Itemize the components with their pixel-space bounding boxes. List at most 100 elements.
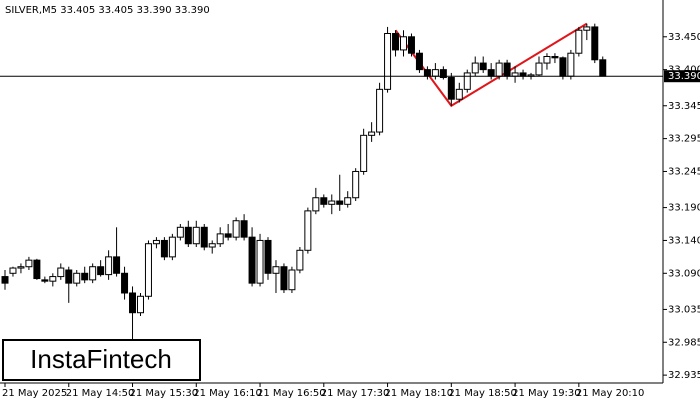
candle-body — [152, 239, 160, 245]
candle-body — [1, 276, 9, 284]
candle-body — [463, 72, 471, 90]
candle-body — [360, 134, 368, 172]
candle-body — [304, 210, 312, 251]
candle-body — [160, 239, 168, 258]
candle-body — [447, 77, 455, 100]
candle-body — [583, 26, 591, 31]
candle-body — [455, 88, 463, 100]
candle-body — [400, 36, 407, 51]
candle-body — [376, 88, 384, 133]
candle-body — [121, 272, 129, 294]
candle-body — [272, 266, 280, 274]
candle-body — [559, 57, 567, 77]
y-tick-label: 33.090 — [668, 268, 700, 279]
candle-body — [479, 62, 487, 71]
candle-body — [312, 197, 320, 212]
y-tick-label: 33.450 — [668, 32, 700, 43]
candle-body — [224, 233, 232, 238]
x-tick-label: 21 May 16:50 — [257, 388, 326, 399]
x-tick-label: 21 May 17:30 — [321, 388, 390, 399]
x-tick-label: 21 May 19:30 — [512, 388, 581, 399]
candle-body — [423, 69, 431, 77]
candle-body — [136, 295, 144, 314]
candle-body — [439, 69, 447, 79]
logo: InstaFintech — [30, 344, 172, 374]
candle-body — [328, 200, 336, 205]
y-tick-label: 33.190 — [668, 203, 700, 214]
candle-body — [240, 220, 248, 238]
candle-body — [352, 170, 360, 199]
candle-body — [17, 266, 25, 269]
candle-body — [336, 200, 344, 205]
candle-body — [97, 266, 105, 276]
candle-body — [495, 62, 503, 77]
candle-body — [407, 36, 415, 54]
candle-body — [567, 52, 575, 77]
candle-body — [535, 62, 543, 76]
x-tick-label: 21 May 18:10 — [385, 388, 454, 399]
candle-body — [384, 33, 392, 90]
current-price-label: 33.390 — [668, 71, 700, 82]
y-tick-label: 32.985 — [668, 337, 700, 348]
candle-body — [192, 226, 200, 245]
candle-body — [57, 267, 65, 278]
x-tick-label: 21 May 14:50 — [66, 388, 135, 399]
candle-body — [264, 239, 272, 274]
candle-body — [89, 266, 97, 281]
candle-body — [73, 272, 81, 284]
candle-body — [415, 52, 423, 71]
candle-body — [33, 259, 41, 280]
candle-body — [168, 236, 176, 258]
candle-body — [288, 269, 296, 291]
candle-body — [9, 267, 17, 274]
candle-body — [184, 226, 192, 245]
candle-body — [368, 131, 376, 136]
candle-body — [208, 243, 216, 248]
candle-body — [599, 59, 607, 77]
x-tick-label: 21 May 18:50 — [448, 388, 517, 399]
y-tick-label: 33.345 — [668, 101, 700, 112]
chart-title: SILVER,M5 33.405 33.405 33.390 33.390 — [5, 5, 210, 16]
y-tick-label: 33.140 — [668, 235, 700, 246]
candle-body — [105, 256, 113, 276]
candle-body — [232, 220, 240, 238]
candle-body — [487, 69, 495, 77]
candle-body — [320, 197, 328, 205]
candle-body — [591, 26, 599, 61]
candle-body — [113, 256, 121, 274]
candle-body — [25, 259, 33, 268]
candle-body — [176, 226, 184, 238]
y-tick-label: 32.935 — [668, 370, 700, 381]
x-tick-label: 21 May 20:10 — [576, 388, 645, 399]
candle-body — [344, 197, 352, 205]
candle-body — [392, 33, 400, 51]
candle-body — [503, 62, 511, 77]
y-tick-label: 33.400 — [668, 65, 700, 76]
candle-body — [49, 276, 57, 282]
candle-body — [41, 279, 49, 282]
logo-box — [2, 339, 201, 381]
candle-body — [575, 29, 583, 54]
candle-body — [280, 266, 288, 291]
candle-body — [81, 272, 89, 281]
x-tick-label: 21 May 2025 — [2, 388, 67, 399]
y-tick-label: 33.245 — [668, 166, 700, 177]
candle-body — [471, 62, 479, 74]
y-tick-label: 33.295 — [668, 134, 700, 145]
x-tick-label: 21 May 15:30 — [130, 388, 199, 399]
candle-body — [200, 226, 208, 248]
candle-body — [65, 269, 73, 284]
current-price-box — [664, 70, 700, 83]
candle-body — [296, 249, 304, 271]
candle-body — [144, 243, 152, 297]
candle-body — [551, 55, 559, 59]
candle-body — [431, 69, 439, 77]
candle-body — [543, 55, 551, 64]
candle-body — [216, 233, 224, 245]
y-tick-label: 33.035 — [668, 304, 700, 315]
candle-body — [256, 239, 264, 284]
candle-body — [129, 292, 137, 314]
x-tick-label: 21 May 16:10 — [193, 388, 262, 399]
candle-body — [248, 236, 256, 284]
